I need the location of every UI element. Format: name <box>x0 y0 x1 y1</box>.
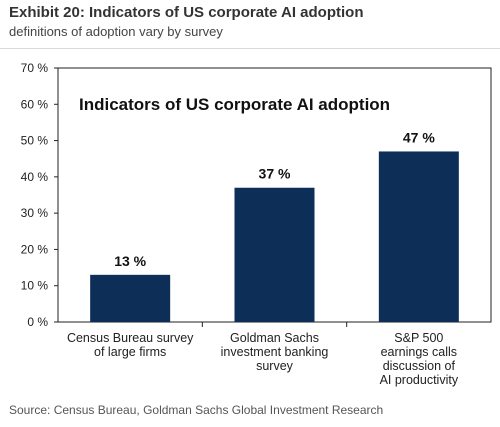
x-tick-label: S&P 500 earnings calls discussion of AI pro… <box>380 331 459 387</box>
bar-value-label: 37 % <box>259 166 291 182</box>
bar <box>90 274 171 322</box>
bars <box>90 151 459 322</box>
bar <box>234 187 315 322</box>
y-tick-label: 40 % <box>21 170 49 184</box>
y-axis: 0 % 10 % 20 % 30 % 40 % 50 % 60 % 70 % <box>21 61 58 329</box>
exhibit-title: Exhibit 20: Indicators of US corporate A… <box>9 4 364 21</box>
y-tick-label: 10 % <box>21 279 49 293</box>
value-labels: 13 % 37 % 47 % <box>114 129 435 268</box>
y-tick-label: 20 % <box>21 242 49 256</box>
bar <box>378 151 459 322</box>
x-tick-label: Census Bureau survey of large firms <box>67 331 194 359</box>
source-note: Source: Census Bureau, Goldman Sachs Glo… <box>9 403 384 417</box>
y-tick-label: 0 % <box>27 315 48 329</box>
header-divider <box>0 48 500 49</box>
x-axis: Census Bureau survey of large firms Goldma… <box>67 322 459 387</box>
y-tick-label: 50 % <box>21 134 49 148</box>
exhibit-subtitle: definitions of adoption vary by survey <box>9 24 223 39</box>
y-tick-label: 70 % <box>21 61 49 75</box>
x-tick-label: Goldman Sachs investment banking survey <box>221 331 329 373</box>
bar-value-label: 13 % <box>114 253 146 269</box>
chart-title: Indicators of US corporate AI adoption <box>79 95 390 114</box>
bar-value-label: 47 % <box>403 129 435 145</box>
y-tick-label: 30 % <box>21 206 49 220</box>
y-tick-label: 60 % <box>21 97 49 111</box>
bar-chart: 0 % 10 % 20 % 30 % 40 % 50 % 60 % 70 % 13 % 37 %… <box>21 61 492 387</box>
